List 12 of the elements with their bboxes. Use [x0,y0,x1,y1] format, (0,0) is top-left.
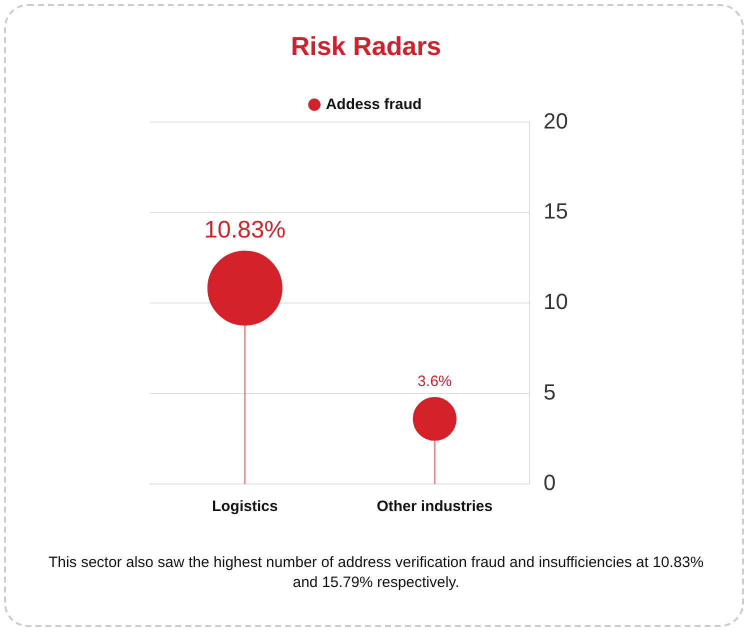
x-tick-label: Other industries [376,498,493,516]
y-tick-label: 15 [544,198,568,224]
y-tick-label: 10 [544,289,568,314]
chart-title: Risk Radars [290,30,442,61]
x-tick-label: Logistics [212,498,278,516]
y-tick-label: 0 [544,470,556,496]
y-tick-label: 20 [544,108,568,134]
data-label: 3.6% [418,373,452,390]
data-label: 10.83% [204,216,286,244]
legend-label: Addess fraud [326,96,422,113]
y-tick-label: 5 [544,380,556,405]
text: This sector also saw the highest number of address verification fraud and insufficiencies at 10.83% and 15.79% respectively. [47,553,705,593]
